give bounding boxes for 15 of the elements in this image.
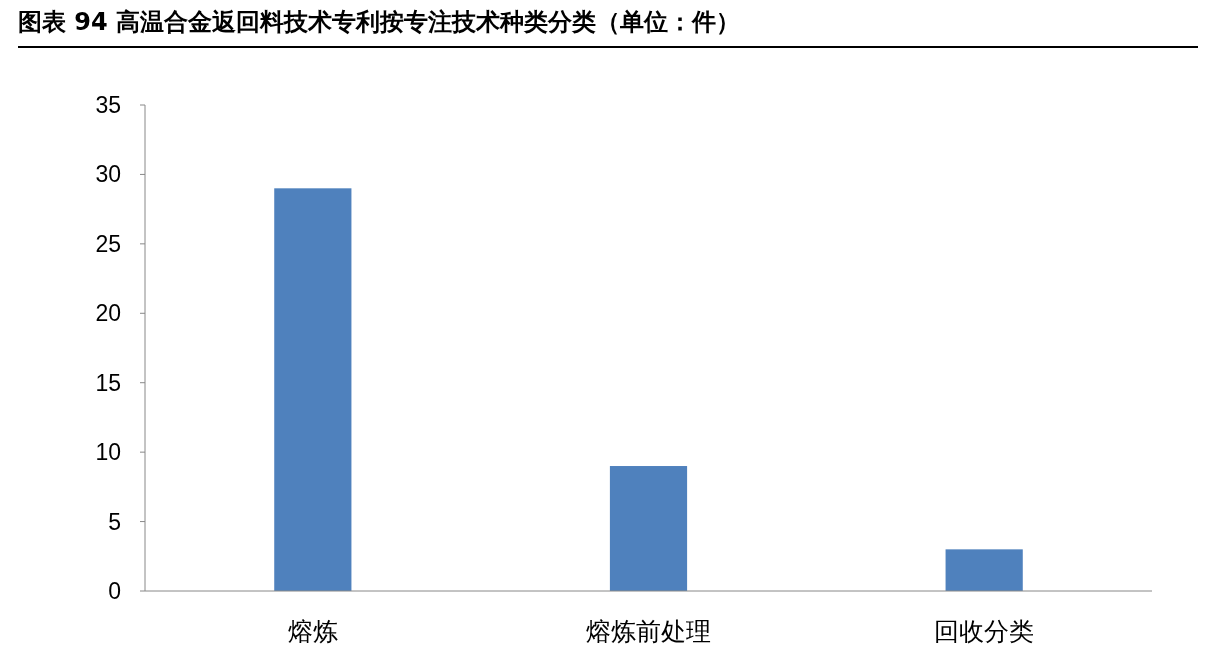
x-tick-label: 熔炼 — [287, 617, 338, 646]
chart-title: 图表 94 高温合金返回料技术专利按专注技术种类分类（单位：件） — [18, 6, 1198, 48]
y-tick-label: 15 — [95, 369, 121, 396]
y-tick-label: 20 — [95, 300, 121, 327]
bar — [945, 549, 1023, 591]
y-tick-label: 0 — [108, 578, 121, 604]
y-tick-label: 25 — [95, 230, 121, 257]
x-tick-label: 熔炼前处理 — [586, 617, 711, 646]
y-tick-label: 35 — [95, 92, 121, 118]
y-tick-label: 30 — [95, 161, 121, 188]
bar — [609, 466, 688, 591]
y-tick-label: 5 — [108, 508, 121, 535]
x-tick-label: 回收分类 — [934, 617, 1035, 646]
bar — [274, 188, 352, 591]
y-tick-label: 10 — [95, 439, 121, 466]
